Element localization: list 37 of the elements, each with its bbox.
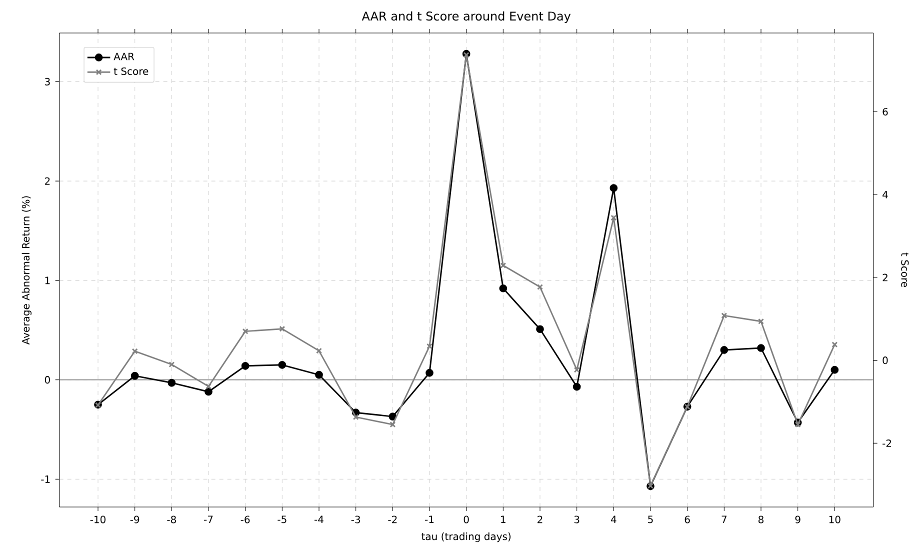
x-tick-label: -4: [314, 516, 324, 523]
y-tick-label: 3: [45, 78, 50, 86]
y2-tick-label: 4: [882, 190, 888, 198]
x-tick-label: -9: [130, 516, 140, 524]
y2-tick-label: 6: [882, 108, 888, 116]
x-tick-label: 3: [574, 516, 580, 524]
x-tick-label: 10: [829, 516, 840, 524]
x-tick-label: 2: [538, 516, 542, 524]
y2-tick-label: 2: [882, 274, 888, 282]
y2-axis-title: t Score: [901, 252, 909, 288]
x-tick-label: -10: [90, 516, 106, 524]
x-axis-title: tau (trading days): [422, 532, 511, 542]
y2-tick-label: -2: [882, 439, 892, 447]
y-tick-label: -1: [41, 476, 50, 483]
y-tick-label: 1: [45, 276, 50, 284]
x-tick-label: 8: [758, 516, 764, 524]
x-tick-label: -7: [204, 516, 213, 523]
x-tick-label: 5: [648, 516, 653, 524]
legend-label: AAR: [114, 52, 134, 60]
x-tick-label: 6: [684, 516, 690, 524]
x-tick-label: 0: [464, 516, 469, 524]
x-tick-label: -5: [278, 516, 286, 524]
x-tick-label: -3: [351, 516, 360, 524]
chart-title: AAR and t Score around Event Day: [362, 11, 571, 23]
x-tick-label: 7: [722, 516, 726, 523]
x-tick-label: 1: [501, 516, 506, 523]
y-tick-label: 0: [44, 376, 50, 384]
y2-tick-label: 0: [882, 356, 888, 364]
x-tick-label: -1: [425, 516, 434, 523]
y-tick-label: 2: [44, 177, 50, 185]
x-tick-label: 4: [610, 516, 616, 523]
x-tick-label: -6: [240, 516, 250, 524]
x-tick-label: 9: [795, 516, 800, 524]
x-tick-label: -8: [167, 516, 176, 524]
x-tick-label: -2: [388, 516, 397, 524]
legend-label: t Score: [114, 67, 148, 76]
y-axis-title: Average Abnormal Return (%): [22, 196, 32, 345]
